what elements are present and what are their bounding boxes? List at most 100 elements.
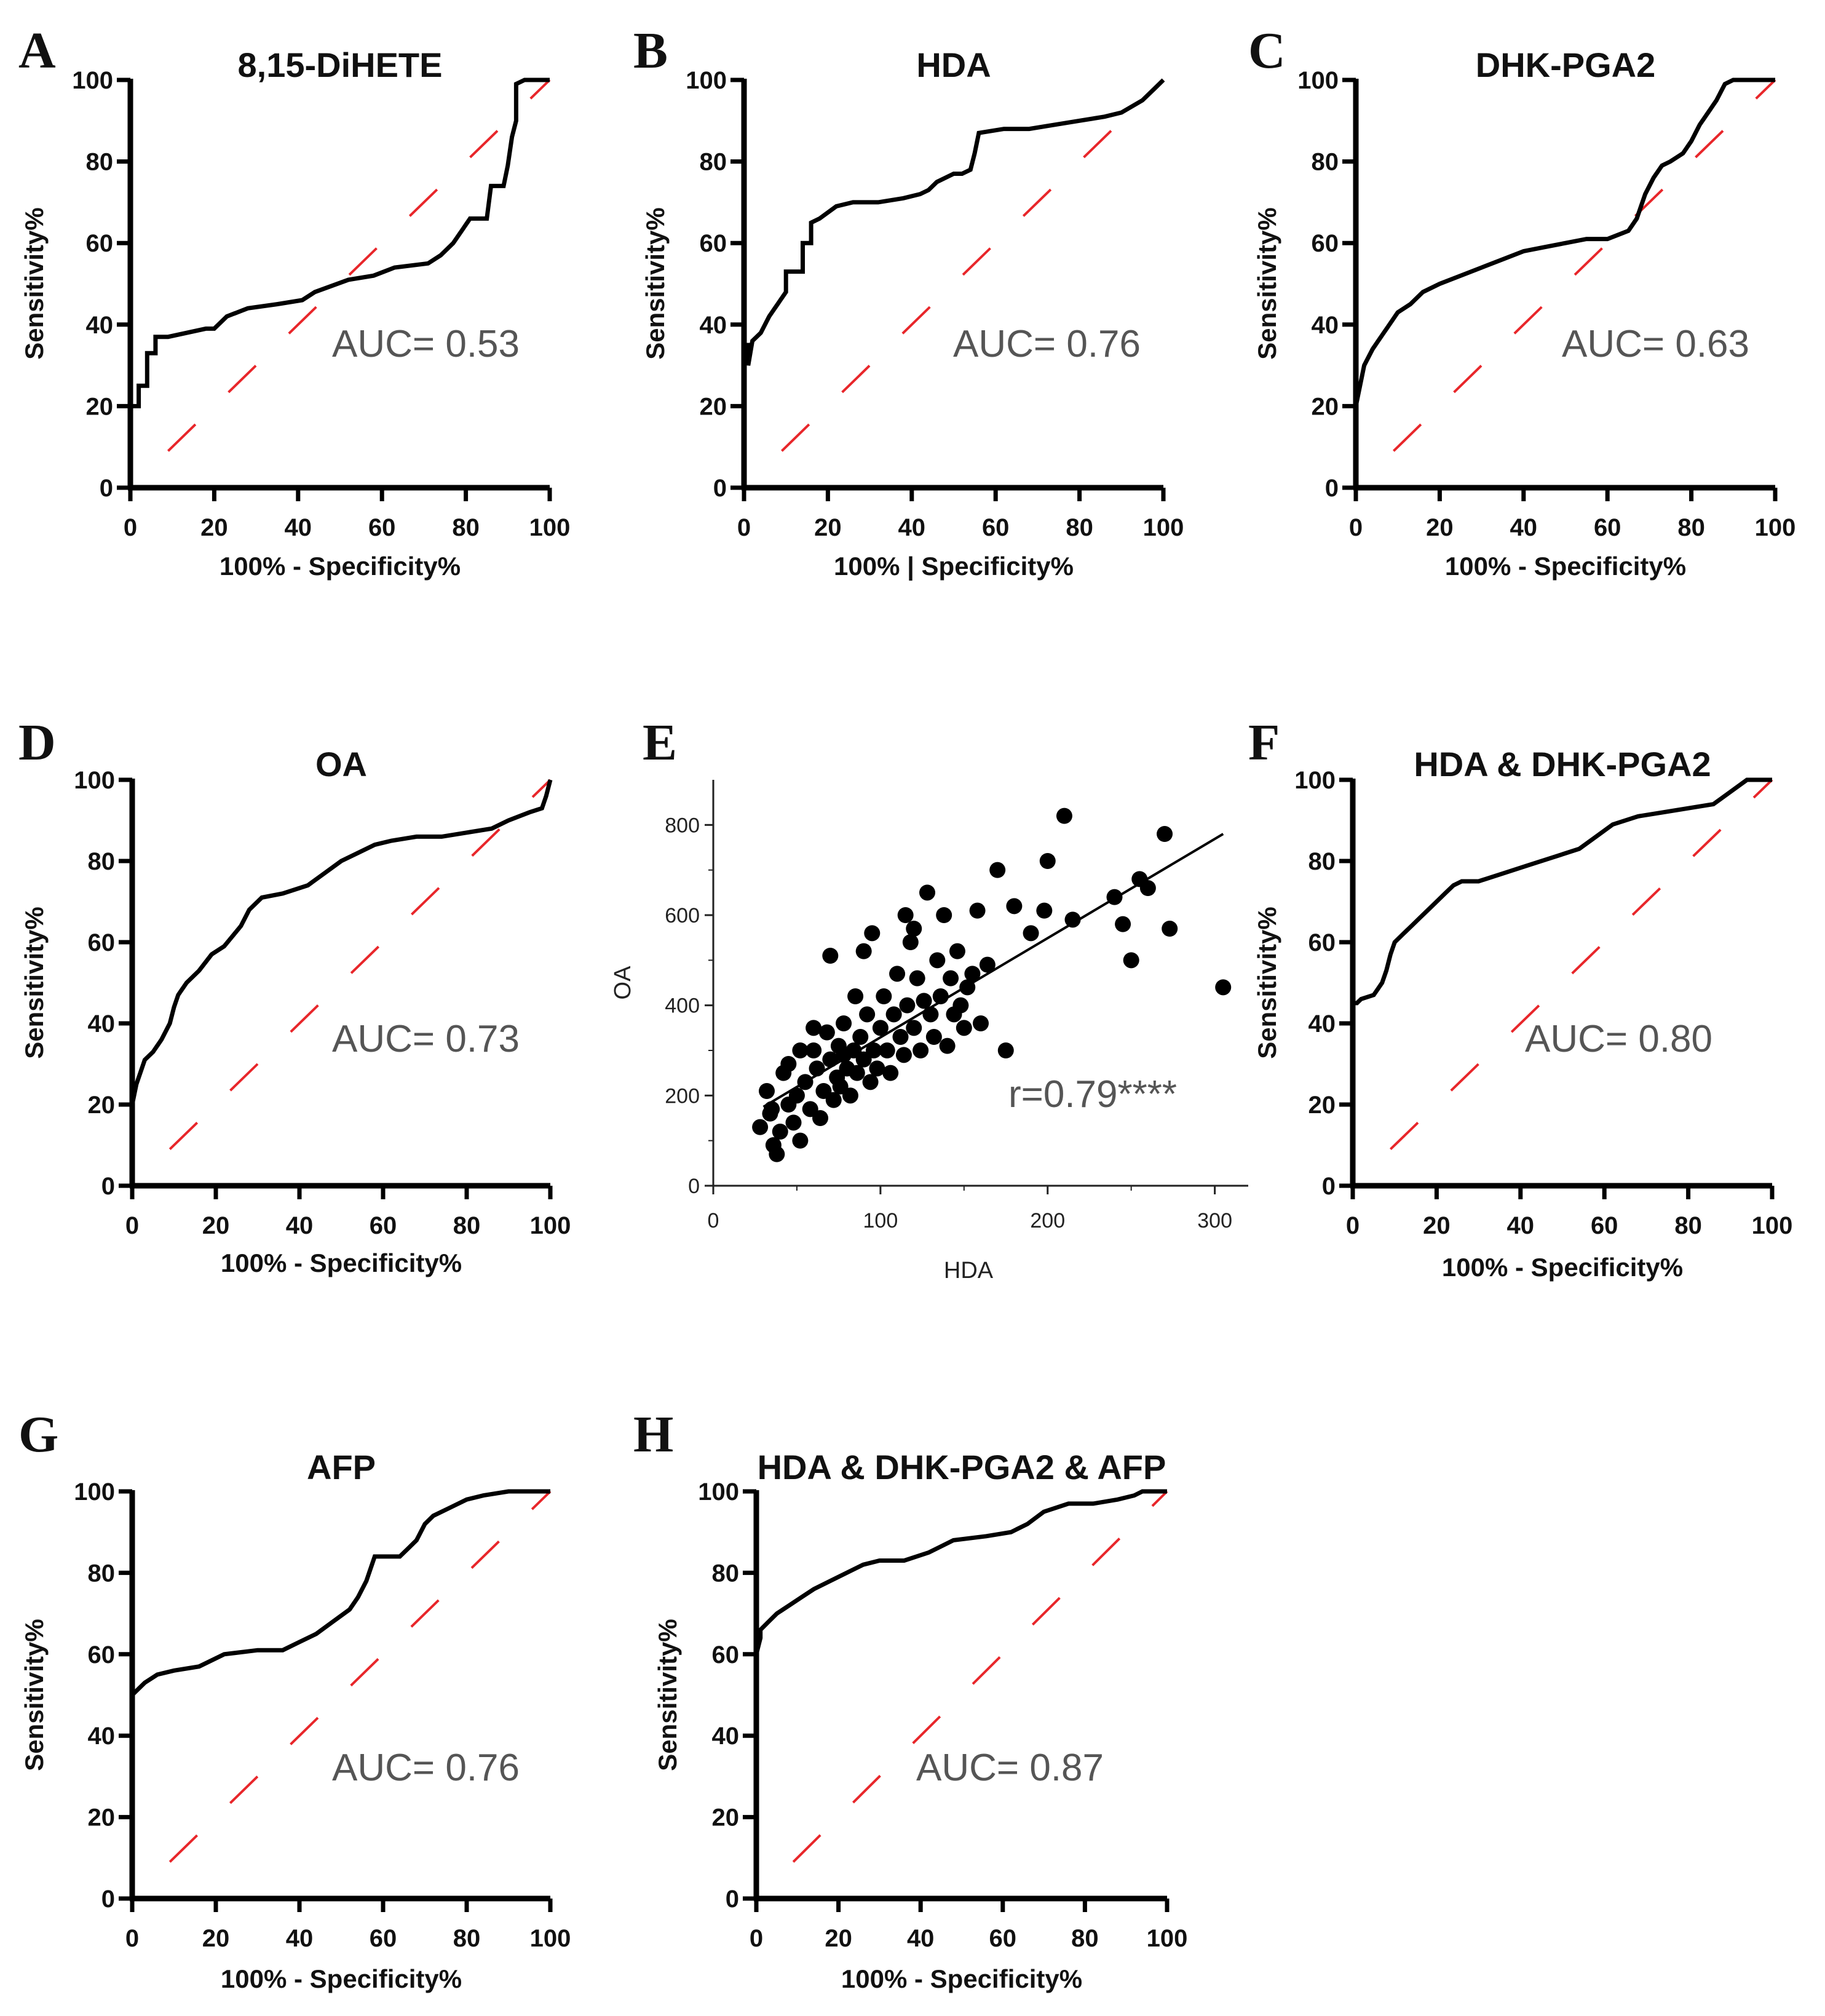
y-tick-label: 60 bbox=[86, 230, 114, 257]
chart-title: AFP bbox=[307, 1448, 376, 1486]
y-tick-label: 40 bbox=[700, 312, 727, 339]
x-tick-label: 20 bbox=[814, 514, 842, 541]
data-point bbox=[872, 1020, 889, 1036]
auc-annotation: AUC= 0.87 bbox=[916, 1747, 1104, 1789]
auc-annotation: AUC= 0.76 bbox=[332, 1747, 520, 1789]
data-point bbox=[929, 952, 946, 969]
y-tick-label: 80 bbox=[86, 149, 114, 176]
data-point bbox=[822, 948, 839, 964]
data-point bbox=[979, 956, 996, 973]
y-tick-label: 20 bbox=[712, 1804, 740, 1831]
data-point bbox=[1006, 898, 1023, 915]
x-tick-label: 80 bbox=[452, 514, 480, 541]
data-point bbox=[1036, 902, 1053, 919]
roc-curve bbox=[754, 1489, 1167, 1695]
y-tick-label: 60 bbox=[700, 230, 727, 257]
chart-title: OA bbox=[315, 745, 367, 784]
data-point bbox=[969, 902, 986, 919]
x-axis-label: HDA bbox=[944, 1258, 994, 1284]
x-tick-label: 80 bbox=[1071, 1925, 1099, 1952]
y-axis-label: Sensitivity% bbox=[1253, 907, 1281, 1058]
reference-diagonal-line bbox=[168, 779, 552, 1151]
data-point bbox=[852, 1029, 869, 1045]
data-point bbox=[943, 970, 959, 986]
reference-diagonal-line bbox=[167, 79, 551, 452]
roc-panel-g: G AFP 0 20 40 60 80 100 0 20 40 60 80 100 100% - Speci… bbox=[18, 1406, 571, 1993]
scatter-panel-e: E 0 200 400 600 800 0 100 200 300 HDA OA r=0.79**** bbox=[610, 714, 1248, 1284]
roc-panel-c: C DHK-PGA2 0 20 40 60 80 100 0 20 40 60 80 100 100% - … bbox=[1248, 22, 1795, 581]
data-point bbox=[785, 1114, 802, 1131]
reference-diagonal-line bbox=[1389, 779, 1773, 1151]
y-tick-label: 40 bbox=[1308, 1010, 1336, 1038]
y-tick-label: 60 bbox=[88, 929, 116, 956]
x-tick-label: 200 bbox=[1030, 1209, 1065, 1232]
y-tick-label: 80 bbox=[88, 848, 116, 875]
y-tick-label: 800 bbox=[665, 814, 700, 837]
x-tick-label: 40 bbox=[286, 1925, 314, 1952]
y-tick-label: 0 bbox=[726, 1886, 739, 1913]
data-point bbox=[973, 1015, 989, 1031]
x-tick-label: 100 bbox=[529, 514, 571, 541]
data-point bbox=[836, 1015, 852, 1031]
y-tick-label: 0 bbox=[101, 1886, 115, 1913]
roc-curve bbox=[128, 77, 550, 427]
reference-diagonal-line bbox=[168, 1490, 552, 1863]
x-tick-label: 100 bbox=[1752, 1212, 1793, 1239]
data-point bbox=[936, 907, 952, 923]
x-axis-label: 100% - Specificity% bbox=[1442, 1253, 1683, 1282]
roc-curve bbox=[1350, 777, 1772, 1023]
data-point bbox=[842, 1087, 858, 1104]
y-tick-label: 60 bbox=[1312, 230, 1339, 257]
roc-panel-a: A 8,15-DiHETE 0 20 40 60 80 100 0 20 40 60 80 100 100%… bbox=[18, 22, 570, 581]
y-axis-label: Sensitivity% bbox=[641, 207, 670, 359]
x-axis-label: 100% - Specificity% bbox=[221, 1248, 462, 1277]
x-tick-label: 20 bbox=[202, 1212, 230, 1239]
data-point bbox=[1215, 979, 1232, 996]
y-tick-label: 100 bbox=[686, 67, 727, 94]
data-point bbox=[780, 1056, 797, 1072]
x-tick-label: 300 bbox=[1197, 1209, 1232, 1232]
panel-label: C bbox=[1248, 22, 1286, 79]
x-tick-label: 40 bbox=[286, 1212, 314, 1239]
data-point bbox=[912, 1042, 929, 1058]
y-axis-label: Sensitivity% bbox=[1253, 207, 1281, 359]
data-point bbox=[1157, 826, 1173, 842]
data-point bbox=[895, 1047, 912, 1063]
y-tick-label: 80 bbox=[1308, 848, 1336, 875]
x-axis-label: 100% - Specificity% bbox=[220, 552, 461, 581]
data-point bbox=[876, 988, 892, 1004]
data-point bbox=[849, 1065, 865, 1081]
x-tick-label: 60 bbox=[368, 514, 396, 541]
data-point bbox=[909, 970, 925, 986]
x-tick-label: 0 bbox=[750, 1925, 763, 1952]
y-tick-label: 100 bbox=[74, 1478, 115, 1506]
data-point bbox=[859, 1006, 876, 1023]
data-point bbox=[952, 997, 969, 1014]
data-point bbox=[836, 1047, 852, 1063]
x-tick-label: 20 bbox=[202, 1925, 230, 1952]
regression-line bbox=[762, 833, 1224, 1108]
data-point bbox=[1039, 853, 1056, 869]
data-point bbox=[885, 1006, 902, 1023]
roc-curve bbox=[1353, 77, 1775, 427]
y-tick-label: 20 bbox=[88, 1804, 116, 1831]
y-tick-label: 100 bbox=[1294, 767, 1336, 794]
data-point bbox=[864, 925, 881, 942]
data-point bbox=[764, 1101, 780, 1117]
data-point bbox=[899, 997, 916, 1014]
auc-annotation: AUC= 0.76 bbox=[953, 323, 1141, 365]
y-tick-label: 40 bbox=[88, 1010, 116, 1038]
data-point bbox=[939, 1038, 956, 1054]
x-tick-label: 60 bbox=[370, 1212, 397, 1239]
y-tick-label: 200 bbox=[665, 1084, 700, 1108]
panel-label: A bbox=[18, 22, 56, 79]
data-point bbox=[806, 1020, 822, 1036]
data-point bbox=[752, 1119, 769, 1135]
auc-annotation: AUC= 0.80 bbox=[1525, 1018, 1712, 1060]
x-tick-label: 40 bbox=[898, 514, 926, 541]
x-tick-label: 40 bbox=[1510, 514, 1538, 541]
data-point bbox=[792, 1132, 809, 1149]
x-tick-label: 80 bbox=[453, 1212, 481, 1239]
y-tick-label: 20 bbox=[1308, 1092, 1336, 1119]
data-point bbox=[855, 943, 872, 959]
